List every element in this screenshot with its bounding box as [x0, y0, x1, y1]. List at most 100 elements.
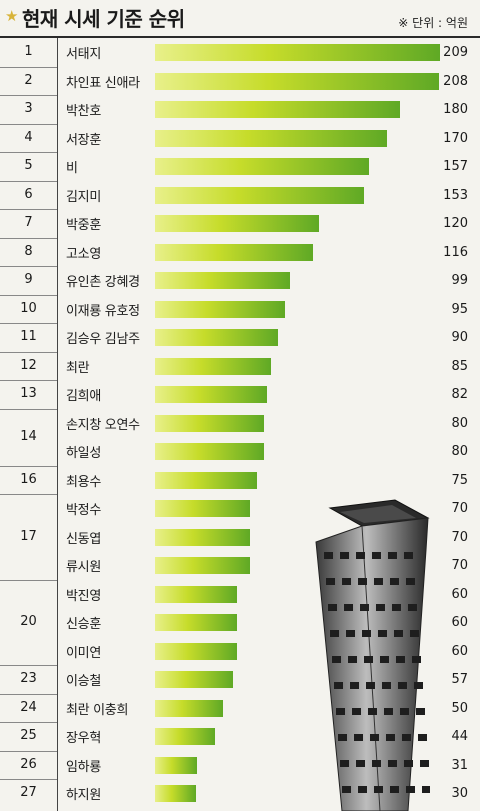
celebrity-name: 고소영 [66, 246, 101, 262]
tower-window [332, 656, 341, 663]
value-label: 180 [443, 102, 468, 117]
rank-separator [0, 579, 57, 581]
tower-window [324, 552, 333, 559]
tower-window [364, 656, 373, 663]
value-label: 70 [451, 529, 468, 545]
rank-number: 13 [20, 386, 37, 402]
value-label: 209 [443, 45, 468, 60]
rank-number: 24 [20, 699, 37, 715]
value-label: 70 [451, 501, 468, 516]
celebrity-name: 이재룡 유호정 [66, 303, 140, 319]
rank-separator [0, 665, 57, 666]
tower-window [374, 578, 383, 585]
celebrity-name: 이미연 [66, 645, 101, 661]
value-label: 60 [451, 615, 468, 630]
tower-window [410, 630, 419, 637]
rank-separator [0, 465, 57, 467]
celebrity-name: 하일성 [66, 446, 101, 461]
celebrity-name: 박진영 [66, 588, 101, 604]
tower-window [334, 682, 343, 689]
rank-separator [0, 237, 57, 239]
rank-number: 20 [20, 614, 37, 630]
tower-window [382, 682, 391, 689]
tower-window [384, 708, 393, 715]
value-label: 170 [443, 130, 468, 146]
value-bar [155, 500, 251, 517]
value-label: 85 [451, 358, 468, 374]
star-icon: ★ [5, 7, 19, 25]
tower-window [358, 578, 367, 585]
tower-window [372, 760, 381, 767]
tower-window [346, 630, 355, 637]
rank-number: 3 [24, 101, 33, 117]
rank-number: 8 [24, 243, 33, 259]
tower-window [328, 604, 337, 611]
tower-window [402, 734, 411, 741]
value-label: 157 [443, 159, 468, 174]
rank-separator [0, 722, 57, 723]
tower-window [386, 734, 395, 741]
value-bar [155, 44, 440, 61]
celebrity-name: 하지원 [66, 788, 101, 803]
value-label: 75 [451, 472, 468, 488]
celebrity-name: 김희애 [66, 389, 101, 404]
tower-window [388, 552, 397, 559]
rank-separator [0, 123, 57, 125]
tower-window [330, 630, 339, 637]
tower-window [340, 760, 349, 767]
value-label: 80 [451, 415, 468, 431]
tower-window [406, 578, 415, 585]
celebrity-name: 최용수 [66, 474, 101, 490]
rank-separator [0, 95, 57, 96]
celebrity-name: 이승철 [66, 674, 101, 689]
value-bar [155, 414, 265, 432]
value-label: 70 [451, 558, 468, 573]
rank-number: 16 [20, 471, 37, 487]
tower-window [336, 708, 345, 715]
tower-window [362, 630, 371, 637]
value-bar [155, 186, 364, 204]
celebrity-name: 박정수 [66, 503, 101, 518]
value-bar [155, 728, 215, 745]
rank-number: 14 [20, 429, 37, 444]
tower-window [326, 578, 335, 585]
rank-separator [0, 380, 57, 381]
celebrity-name: 손지창 오연수 [66, 417, 140, 433]
celebrity-name: 최란 [66, 360, 90, 376]
celebrity-name: 유인촌 강혜경 [66, 275, 140, 290]
tower-window [408, 604, 417, 611]
value-label: 90 [451, 330, 468, 345]
value-bar [155, 300, 285, 318]
value-label: 80 [451, 444, 468, 459]
rank-separator [0, 750, 57, 752]
rank-number: 26 [20, 756, 37, 772]
value-bar [155, 357, 271, 375]
value-label: 44 [451, 729, 468, 744]
value-label: 82 [451, 387, 468, 402]
value-bar [155, 528, 251, 546]
tower-window [400, 708, 409, 715]
value-label: 31 [451, 757, 468, 773]
rank-number: 23 [20, 671, 37, 687]
value-bar [155, 614, 237, 631]
value-label: 99 [451, 273, 468, 288]
rank-separator [0, 209, 57, 210]
rank-separator [0, 351, 57, 353]
value-bar [155, 101, 401, 118]
value-bar [155, 642, 237, 660]
celebrity-name: 김지미 [66, 189, 101, 205]
tower-window [368, 708, 377, 715]
celebrity-name: 서장훈 [66, 132, 101, 148]
value-bar [155, 471, 258, 489]
tower-window [350, 682, 359, 689]
value-bar [155, 329, 278, 346]
tower-window [394, 630, 403, 637]
rank-number: 27 [20, 785, 37, 801]
tower-window [342, 786, 351, 793]
tower-building-illustration [315, 499, 430, 811]
celebrity-name: 신승훈 [66, 617, 101, 632]
tower-window [418, 734, 427, 741]
rank-number: 11 [20, 329, 37, 345]
rank-number: 25 [20, 728, 37, 744]
celebrity-name: 류시원 [66, 560, 101, 575]
